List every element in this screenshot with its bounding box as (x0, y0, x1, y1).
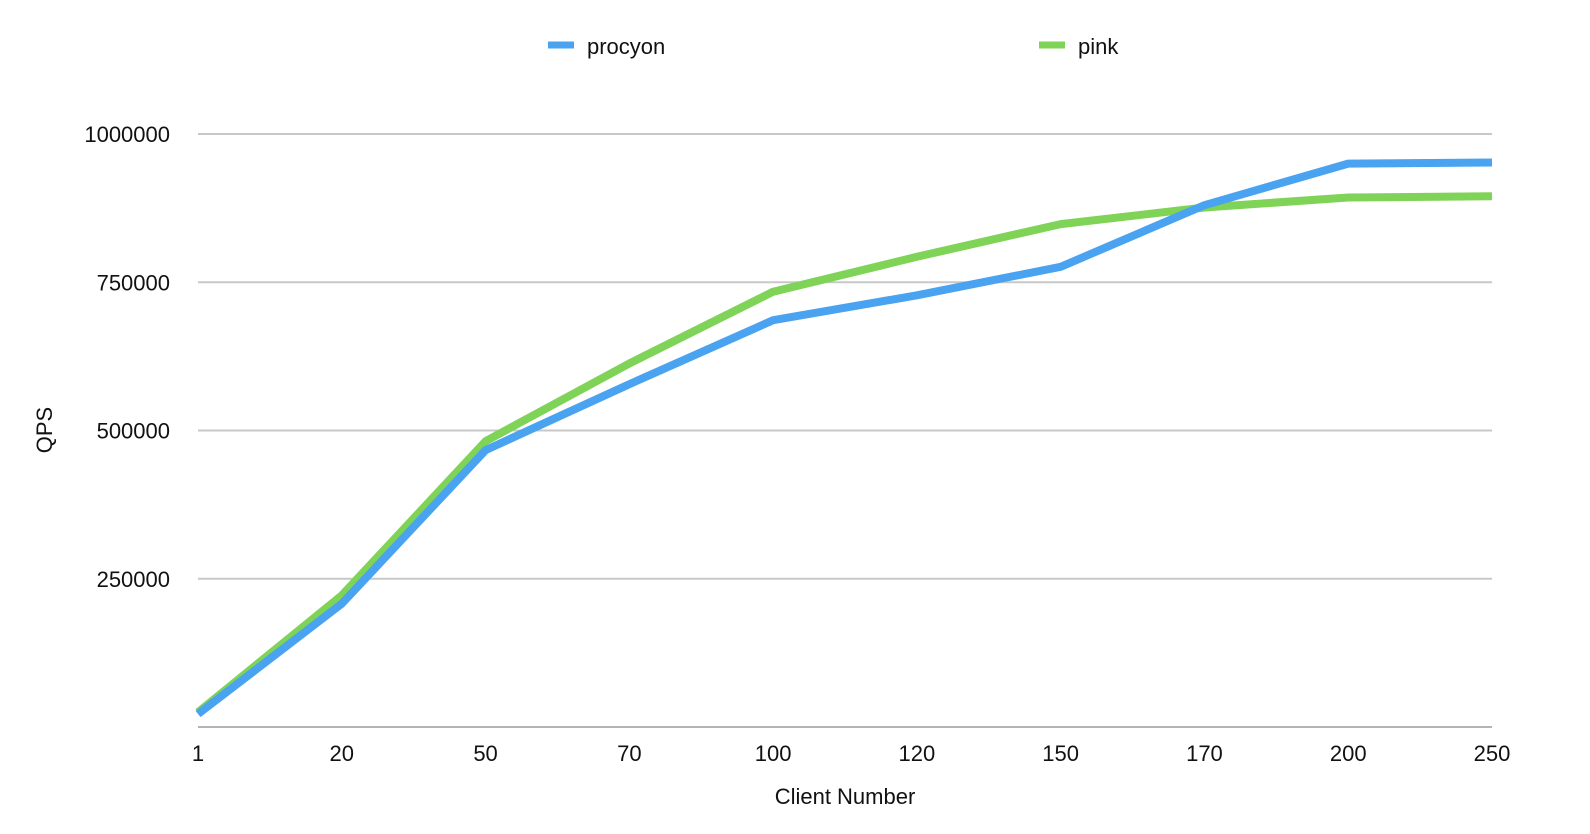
x-tick-label: 70 (617, 741, 641, 766)
series-line-pink (195, 192, 1493, 716)
legend-label-pink: pink (1078, 34, 1119, 59)
x-tick-label: 120 (899, 741, 936, 766)
y-tick-label: 1000000 (84, 122, 170, 147)
x-tick-label: 150 (1042, 741, 1079, 766)
series-line-procyon (195, 158, 1493, 718)
x-tick-label: 170 (1186, 741, 1223, 766)
series-layer (195, 158, 1493, 718)
x-tick-label: 20 (330, 741, 354, 766)
legend: procyon pink (548, 34, 1119, 59)
x-axis-title: Client Number (775, 784, 916, 809)
y-tick-label: 750000 (97, 270, 170, 295)
grid-layer (198, 133, 1492, 580)
y-axis-title: QPS (32, 407, 57, 453)
x-tick-label: 250 (1474, 741, 1511, 766)
legend-label-procyon: procyon (587, 34, 665, 59)
y-tick-label: 500000 (97, 419, 170, 444)
y-tick-label: 250000 (97, 567, 170, 592)
x-tick-label: 100 (755, 741, 792, 766)
x-tick-label: 50 (473, 741, 497, 766)
x-tick-label: 200 (1330, 741, 1367, 766)
x-tick-label: 1 (192, 741, 204, 766)
